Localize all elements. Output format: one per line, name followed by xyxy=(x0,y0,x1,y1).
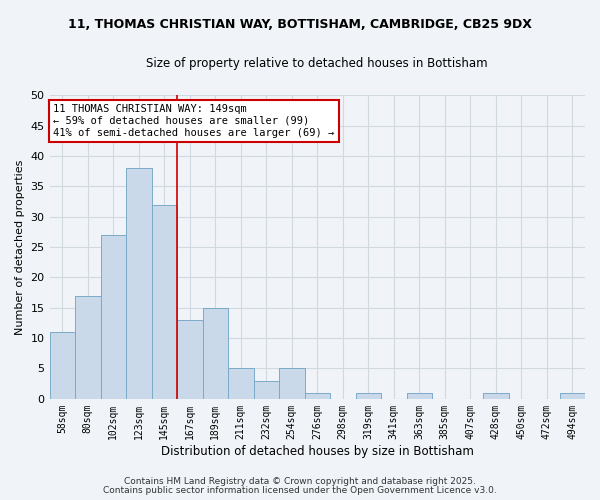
Title: Size of property relative to detached houses in Bottisham: Size of property relative to detached ho… xyxy=(146,58,488,70)
Text: 11 THOMAS CHRISTIAN WAY: 149sqm
← 59% of detached houses are smaller (99)
41% of: 11 THOMAS CHRISTIAN WAY: 149sqm ← 59% of… xyxy=(53,104,335,138)
Bar xyxy=(356,393,381,399)
X-axis label: Distribution of detached houses by size in Bottisham: Distribution of detached houses by size … xyxy=(161,444,474,458)
Bar xyxy=(101,235,126,399)
Bar xyxy=(228,368,254,399)
Bar xyxy=(50,332,75,399)
Text: 11, THOMAS CHRISTIAN WAY, BOTTISHAM, CAMBRIDGE, CB25 9DX: 11, THOMAS CHRISTIAN WAY, BOTTISHAM, CAM… xyxy=(68,18,532,30)
Text: Contains public sector information licensed under the Open Government Licence v3: Contains public sector information licen… xyxy=(103,486,497,495)
Y-axis label: Number of detached properties: Number of detached properties xyxy=(15,160,25,334)
Bar xyxy=(560,393,585,399)
Bar xyxy=(407,393,432,399)
Bar xyxy=(152,204,177,399)
Bar xyxy=(177,320,203,399)
Bar xyxy=(305,393,330,399)
Bar xyxy=(126,168,152,399)
Bar xyxy=(483,393,509,399)
Bar xyxy=(254,380,279,399)
Bar xyxy=(203,308,228,399)
Bar xyxy=(279,368,305,399)
Bar xyxy=(75,296,101,399)
Text: Contains HM Land Registry data © Crown copyright and database right 2025.: Contains HM Land Registry data © Crown c… xyxy=(124,477,476,486)
